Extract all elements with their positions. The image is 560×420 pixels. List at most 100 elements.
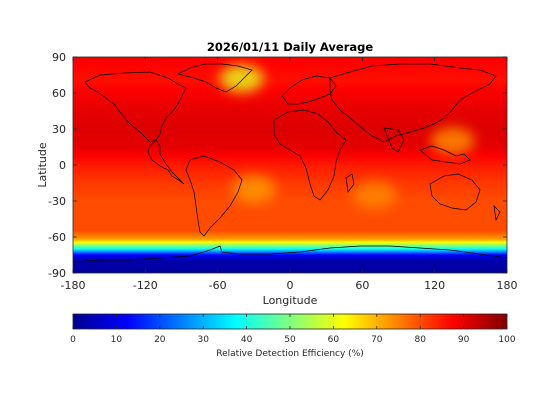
field-band bbox=[73, 259, 507, 262]
colorbar-tick-label: 20 bbox=[154, 335, 166, 345]
colorbar-tick-label: 100 bbox=[498, 335, 515, 345]
field-band bbox=[73, 103, 507, 106]
field-band bbox=[73, 185, 507, 188]
field-band bbox=[73, 142, 507, 144]
field-band bbox=[73, 165, 507, 167]
field-band bbox=[73, 228, 507, 231]
field-band bbox=[73, 263, 507, 266]
field-band bbox=[73, 184, 507, 186]
field-band bbox=[73, 229, 507, 232]
field-band bbox=[73, 219, 507, 221]
colorbar-tick-label: 70 bbox=[371, 335, 383, 345]
heatmap-field bbox=[73, 57, 507, 273]
x-tick-label: -180 bbox=[61, 279, 86, 292]
field-band bbox=[73, 157, 507, 160]
field-band bbox=[73, 127, 507, 130]
x-tick-label: -60 bbox=[209, 279, 227, 292]
field-band bbox=[73, 117, 507, 119]
colorbar-tick-label: 40 bbox=[241, 335, 253, 345]
field-band bbox=[73, 161, 507, 164]
field-band bbox=[73, 90, 507, 93]
heatmap-features bbox=[219, 64, 475, 209]
field-band bbox=[73, 105, 507, 107]
field-band bbox=[73, 147, 507, 149]
field-band bbox=[73, 195, 507, 197]
y-tick-label: 90 bbox=[52, 51, 66, 64]
coast-india bbox=[383, 127, 405, 153]
field-band bbox=[73, 167, 507, 170]
field-band bbox=[73, 180, 507, 183]
field-band bbox=[73, 187, 507, 190]
field-band bbox=[73, 69, 507, 71]
field-band bbox=[73, 136, 507, 138]
field-band bbox=[73, 96, 507, 99]
field-band bbox=[73, 190, 507, 192]
field-band bbox=[73, 166, 507, 168]
field-band bbox=[73, 82, 507, 84]
field-band bbox=[73, 63, 507, 65]
field-band bbox=[73, 239, 507, 242]
field-band bbox=[73, 72, 507, 75]
field-band bbox=[73, 95, 507, 98]
field-band bbox=[73, 159, 507, 161]
colorbar-ticks: 0 10 20 30 40 50 60 70 80 90 100 bbox=[70, 314, 516, 345]
field-band bbox=[73, 153, 507, 155]
field-band bbox=[73, 207, 507, 209]
coast-madagascar bbox=[345, 173, 355, 193]
field-band bbox=[73, 85, 507, 88]
field-band bbox=[73, 88, 507, 90]
field-band bbox=[73, 143, 507, 146]
field-band bbox=[73, 220, 507, 222]
x-tick-label: -120 bbox=[133, 279, 158, 292]
field-band bbox=[73, 172, 507, 174]
field-band bbox=[73, 264, 507, 267]
field-band bbox=[73, 203, 507, 206]
colorbar-tick-label: 90 bbox=[458, 335, 470, 345]
field-band bbox=[73, 175, 507, 178]
x-axis-label: Longitude bbox=[263, 294, 318, 307]
field-band bbox=[73, 261, 507, 263]
map-plot bbox=[73, 57, 507, 273]
field-band bbox=[73, 223, 507, 226]
field-band bbox=[73, 216, 507, 219]
field-band bbox=[73, 119, 507, 122]
field-band bbox=[73, 257, 507, 260]
y-tick-label: 60 bbox=[52, 87, 66, 100]
y-tick-label: -90 bbox=[48, 267, 66, 280]
feature-blob bbox=[231, 175, 276, 203]
x-tick-label: 180 bbox=[497, 279, 518, 292]
field-band bbox=[73, 222, 507, 225]
feature-blob bbox=[430, 127, 475, 155]
field-band bbox=[73, 73, 507, 76]
field-band bbox=[73, 102, 507, 105]
field-band bbox=[73, 76, 507, 78]
field-band bbox=[73, 61, 507, 64]
field-band bbox=[73, 78, 507, 81]
field-band bbox=[73, 141, 507, 143]
coast-europe bbox=[281, 75, 337, 105]
field-band bbox=[73, 189, 507, 191]
field-band bbox=[73, 132, 507, 135]
field-band bbox=[73, 124, 507, 126]
field-band bbox=[73, 115, 507, 118]
field-band bbox=[73, 215, 507, 218]
field-band bbox=[73, 197, 507, 200]
field-band bbox=[73, 144, 507, 147]
field-band bbox=[73, 186, 507, 189]
field-band bbox=[73, 109, 507, 112]
field-band bbox=[73, 173, 507, 176]
field-band bbox=[73, 231, 507, 233]
colorbar-tick-label: 80 bbox=[414, 335, 426, 345]
field-band bbox=[73, 130, 507, 132]
field-band bbox=[73, 179, 507, 182]
coastlines bbox=[73, 63, 507, 263]
field-band bbox=[73, 221, 507, 224]
coast-new-zealand bbox=[493, 205, 501, 222]
field-band bbox=[73, 177, 507, 179]
colorbar-tick-label: 30 bbox=[197, 335, 209, 345]
field-band bbox=[73, 258, 507, 261]
field-band bbox=[73, 196, 507, 198]
y-tick-label: -60 bbox=[48, 231, 66, 244]
field-band bbox=[73, 94, 507, 96]
coast-antarctica bbox=[73, 245, 507, 263]
